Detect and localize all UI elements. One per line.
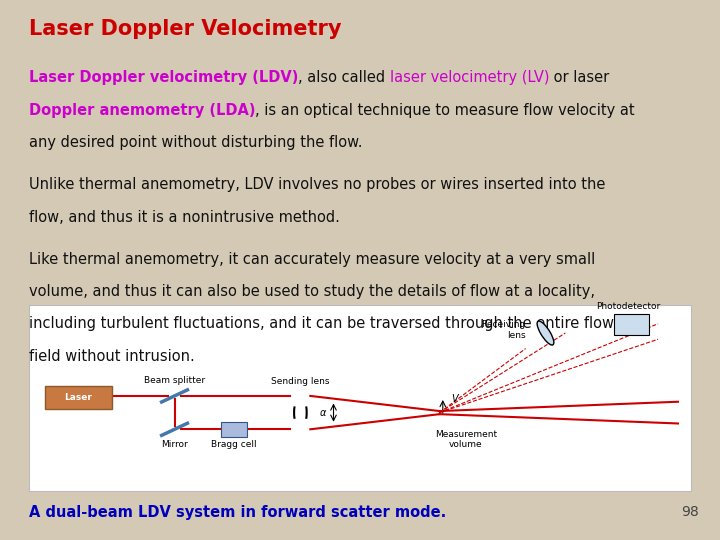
Text: , is an optical technique to measure flow velocity at: , is an optical technique to measure flo… [256, 103, 635, 118]
Text: any desired point without disturbing the flow.: any desired point without disturbing the… [29, 135, 362, 150]
Text: Photodetector: Photodetector [596, 302, 660, 311]
Text: Doppler anemometry (LDA): Doppler anemometry (LDA) [29, 103, 256, 118]
FancyBboxPatch shape [221, 422, 247, 437]
Text: Laser Doppler velocimetry (LDV): Laser Doppler velocimetry (LDV) [29, 70, 298, 85]
Text: Laser: Laser [65, 393, 92, 402]
Text: Bragg cell: Bragg cell [212, 440, 257, 449]
Text: Like thermal anemometry, it can accurately measure velocity at a very small: Like thermal anemometry, it can accurate… [29, 252, 595, 267]
FancyBboxPatch shape [613, 314, 649, 335]
Text: laser velocimetry (LV): laser velocimetry (LV) [390, 70, 549, 85]
Ellipse shape [537, 321, 554, 345]
Text: $\alpha$: $\alpha$ [320, 408, 328, 417]
Text: Unlike thermal anemometry, LDV involves no probes or wires inserted into the: Unlike thermal anemometry, LDV involves … [29, 177, 606, 192]
Text: field without intrusion.: field without intrusion. [29, 349, 194, 364]
Text: or laser: or laser [549, 70, 610, 85]
FancyBboxPatch shape [45, 386, 112, 409]
Text: Beam splitter: Beam splitter [144, 376, 205, 385]
FancyBboxPatch shape [29, 305, 691, 491]
Text: volume, and thus it can also be used to study the details of flow at a locality,: volume, and thus it can also be used to … [29, 284, 595, 299]
Text: flow, and thus it is a nonintrusive method.: flow, and thus it is a nonintrusive meth… [29, 210, 340, 225]
Text: Mirror: Mirror [161, 440, 188, 449]
Text: including turbulent fluctuations, and it can be traversed through the entire flo: including turbulent fluctuations, and it… [29, 316, 613, 332]
Text: Receiving
lens: Receiving lens [482, 320, 526, 340]
Text: Measurement
volume: Measurement volume [435, 430, 497, 449]
Text: Laser Doppler Velocimetry: Laser Doppler Velocimetry [29, 19, 341, 39]
Text: 98: 98 [680, 505, 698, 519]
Text: A dual-beam LDV system in forward scatter mode.: A dual-beam LDV system in forward scatte… [29, 505, 446, 520]
Text: Sending lens: Sending lens [271, 377, 330, 386]
Text: V: V [451, 394, 458, 404]
Text: , also called: , also called [298, 70, 390, 85]
